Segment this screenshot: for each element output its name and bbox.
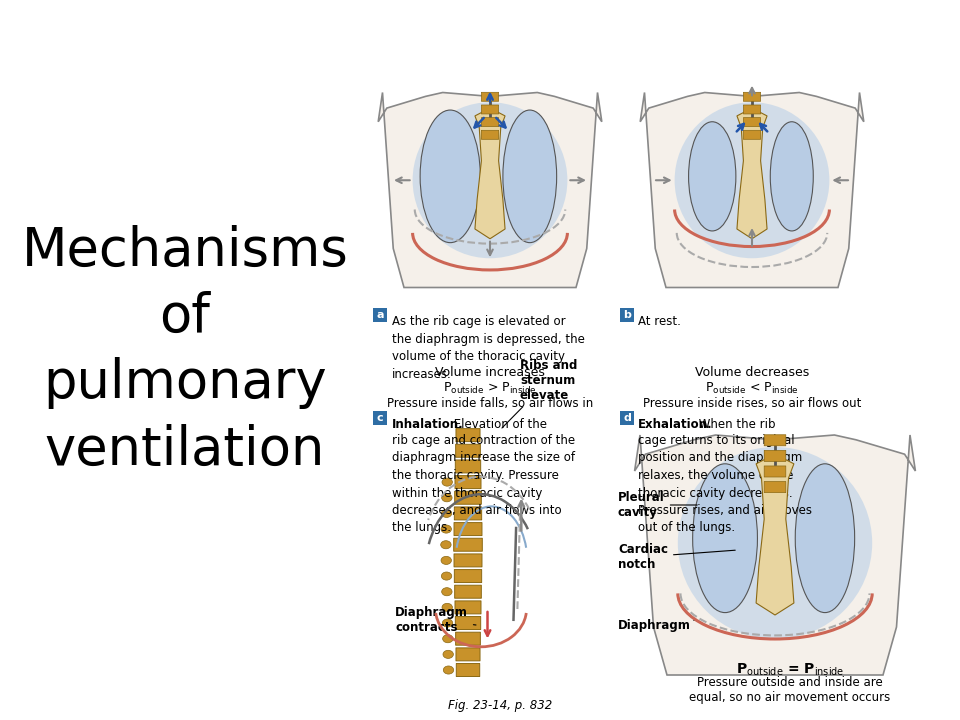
- Text: Pleural
cavity: Pleural cavity: [618, 491, 697, 519]
- Ellipse shape: [443, 619, 453, 627]
- Ellipse shape: [442, 603, 452, 611]
- Ellipse shape: [442, 588, 452, 595]
- Text: cage returns to its original
position and the diaphragm
relaxes, the volume of t: cage returns to its original position an…: [638, 434, 812, 534]
- Polygon shape: [475, 108, 505, 239]
- FancyBboxPatch shape: [743, 130, 760, 139]
- FancyBboxPatch shape: [456, 648, 480, 661]
- Ellipse shape: [420, 110, 480, 243]
- Ellipse shape: [795, 464, 854, 613]
- Ellipse shape: [413, 102, 567, 258]
- FancyBboxPatch shape: [455, 616, 481, 629]
- Text: Cardiac
notch: Cardiac notch: [618, 543, 735, 571]
- FancyBboxPatch shape: [373, 411, 387, 425]
- Text: As the rib cage is elevated or
the diaphragm is depressed, the
volume of the tho: As the rib cage is elevated or the diaph…: [392, 315, 585, 380]
- Text: At rest.: At rest.: [638, 315, 681, 328]
- FancyBboxPatch shape: [373, 308, 387, 322]
- Ellipse shape: [675, 102, 829, 258]
- Text: Diaphragm: Diaphragm: [618, 618, 695, 631]
- Polygon shape: [640, 92, 864, 287]
- Ellipse shape: [443, 634, 453, 643]
- Ellipse shape: [693, 464, 757, 613]
- Polygon shape: [378, 92, 602, 287]
- FancyBboxPatch shape: [481, 117, 498, 127]
- Ellipse shape: [442, 478, 452, 486]
- FancyBboxPatch shape: [456, 664, 480, 677]
- FancyBboxPatch shape: [764, 450, 786, 462]
- Text: Pressure inside falls, so air flows in: Pressure inside falls, so air flows in: [387, 397, 593, 410]
- Text: Volume increases: Volume increases: [435, 366, 545, 379]
- Text: Pressure inside rises, so air flows out: Pressure inside rises, so air flows out: [643, 397, 861, 410]
- Text: Inhalation.: Inhalation.: [392, 418, 464, 431]
- FancyBboxPatch shape: [743, 92, 760, 102]
- Ellipse shape: [442, 572, 452, 580]
- Text: Pressure outside and inside are
equal, so no air movement occurs: Pressure outside and inside are equal, s…: [689, 676, 891, 704]
- Ellipse shape: [443, 650, 453, 658]
- FancyBboxPatch shape: [481, 130, 498, 139]
- FancyBboxPatch shape: [743, 105, 760, 114]
- FancyBboxPatch shape: [456, 444, 480, 457]
- Polygon shape: [756, 454, 794, 615]
- FancyBboxPatch shape: [455, 476, 481, 489]
- Text: P$_{\rm outside}$ = P$_{\rm inside}$: P$_{\rm outside}$ = P$_{\rm inside}$: [735, 662, 844, 678]
- FancyBboxPatch shape: [454, 554, 482, 567]
- Text: Diaphragm
contracts: Diaphragm contracts: [395, 606, 476, 634]
- FancyBboxPatch shape: [455, 491, 481, 504]
- Polygon shape: [737, 108, 767, 239]
- FancyBboxPatch shape: [455, 585, 481, 598]
- Text: P$_{\rm outside}$ > P$_{\rm inside}$: P$_{\rm outside}$ > P$_{\rm inside}$: [444, 380, 537, 395]
- FancyBboxPatch shape: [456, 428, 480, 441]
- FancyBboxPatch shape: [743, 117, 760, 127]
- Text: Mechanisms
of
pulmonary
ventilation: Mechanisms of pulmonary ventilation: [21, 225, 348, 475]
- FancyBboxPatch shape: [764, 435, 786, 446]
- FancyBboxPatch shape: [454, 523, 482, 536]
- Ellipse shape: [678, 447, 873, 639]
- Text: Ribs and
sternum
elevate: Ribs and sternum elevate: [502, 359, 577, 428]
- Polygon shape: [635, 435, 916, 675]
- Ellipse shape: [442, 494, 452, 502]
- Text: d: d: [623, 413, 631, 423]
- Ellipse shape: [688, 122, 736, 231]
- FancyBboxPatch shape: [481, 92, 498, 102]
- Text: Exhalation.: Exhalation.: [638, 418, 712, 431]
- FancyBboxPatch shape: [764, 466, 786, 477]
- Ellipse shape: [441, 541, 451, 549]
- FancyBboxPatch shape: [456, 632, 480, 645]
- FancyBboxPatch shape: [481, 105, 498, 114]
- Text: When the rib: When the rib: [695, 418, 776, 431]
- Ellipse shape: [441, 525, 451, 533]
- Ellipse shape: [503, 110, 557, 243]
- Ellipse shape: [444, 666, 454, 674]
- FancyBboxPatch shape: [454, 539, 482, 552]
- FancyBboxPatch shape: [454, 507, 482, 520]
- Ellipse shape: [441, 557, 451, 564]
- Text: Elevation of the: Elevation of the: [450, 418, 547, 431]
- Text: Fig. 23-14, p. 832: Fig. 23-14, p. 832: [448, 698, 552, 711]
- Text: P$_{\rm outside}$ < P$_{\rm inside}$: P$_{\rm outside}$ < P$_{\rm inside}$: [705, 380, 799, 395]
- Text: a: a: [376, 310, 384, 320]
- FancyBboxPatch shape: [454, 570, 482, 582]
- Text: b: b: [623, 310, 631, 320]
- FancyBboxPatch shape: [455, 460, 481, 473]
- Text: Volume decreases: Volume decreases: [695, 366, 809, 379]
- Ellipse shape: [442, 509, 452, 518]
- FancyBboxPatch shape: [620, 308, 634, 322]
- FancyBboxPatch shape: [764, 482, 786, 492]
- FancyBboxPatch shape: [620, 411, 634, 425]
- Ellipse shape: [770, 122, 813, 231]
- Text: rib cage and contraction of the
diaphragm increase the size of
the thoracic cavi: rib cage and contraction of the diaphrag…: [392, 434, 575, 534]
- Text: c: c: [376, 413, 383, 423]
- FancyBboxPatch shape: [455, 601, 481, 614]
